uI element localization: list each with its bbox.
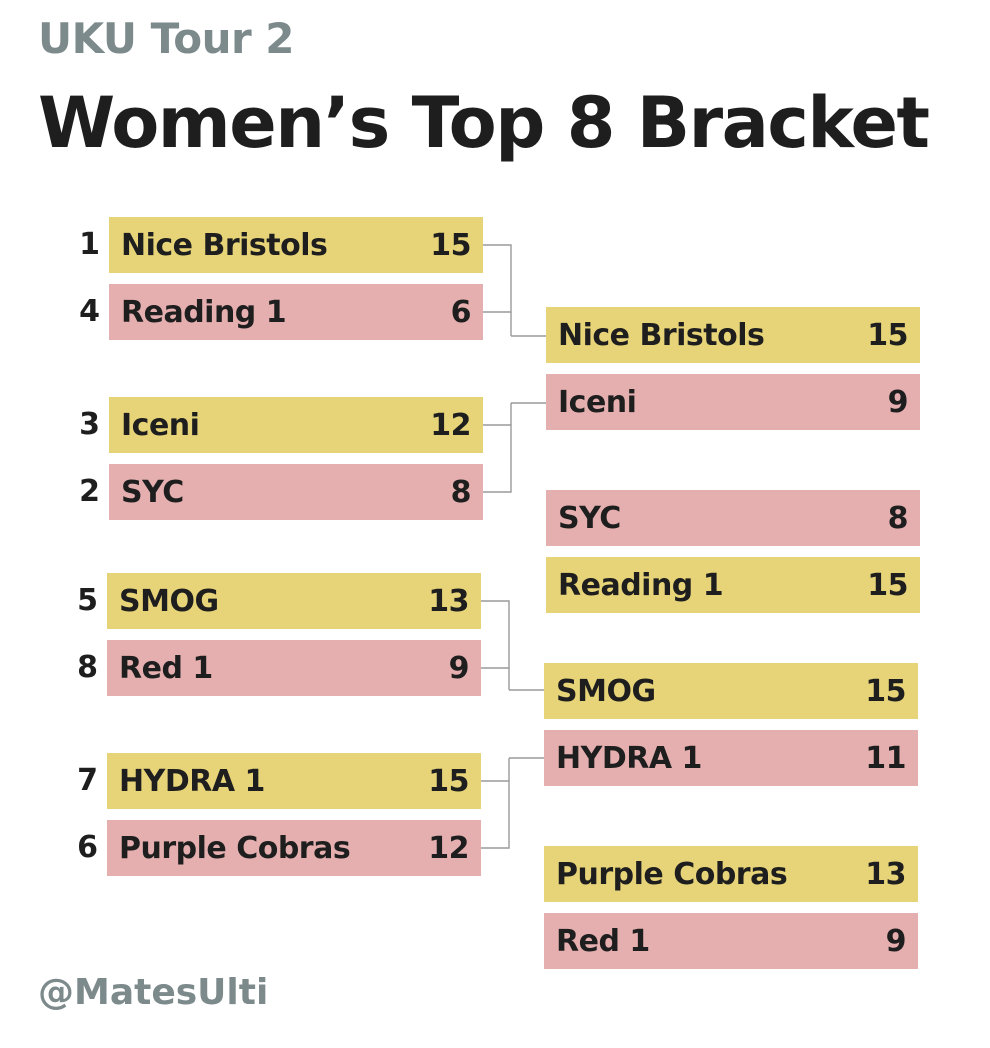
- team-score: 6: [450, 294, 472, 330]
- team-name: Iceni: [558, 384, 637, 420]
- team-score: 13: [865, 856, 906, 892]
- tournament-name: UKU Tour 2: [38, 14, 295, 63]
- team-score: 8: [450, 474, 472, 510]
- team-name: Iceni: [121, 407, 200, 443]
- team-name: SYC: [558, 500, 621, 536]
- team-name: HYDRA 1: [556, 740, 702, 776]
- team-score: 11: [865, 740, 906, 776]
- seed-number: 4: [79, 294, 100, 329]
- team-name: SYC: [121, 474, 184, 510]
- team-name: Red 1: [556, 923, 650, 959]
- sf-team-row: HYDRA 1 11: [544, 730, 918, 786]
- qf-team-row: HYDRA 1 15: [107, 753, 481, 809]
- team-name: SMOG: [119, 583, 219, 619]
- twitter-handle: @MatesUlti: [38, 972, 269, 1013]
- team-score: 13: [428, 583, 469, 619]
- connector-qf3: [481, 600, 510, 669]
- connector-qf2: [483, 424, 512, 493]
- team-score: 15: [865, 673, 906, 709]
- team-name: Nice Bristols: [121, 227, 328, 263]
- team-score: 12: [430, 407, 471, 443]
- team-name: Reading 1: [558, 567, 724, 603]
- placement-team-row: SYC 8: [546, 490, 920, 546]
- team-score: 15: [867, 317, 908, 353]
- qf-team-row: SMOG 13: [107, 573, 481, 629]
- connector-qf4: [481, 780, 510, 849]
- placement-team-row: Reading 1 15: [546, 557, 920, 613]
- team-score: 8: [887, 500, 909, 536]
- placement-team-row: Purple Cobras 13: [544, 846, 918, 902]
- qf-team-row: Iceni 12: [109, 397, 483, 453]
- qf-team-row: Nice Bristols 15: [109, 217, 483, 273]
- seed-number: 3: [79, 407, 100, 442]
- seed-number: 8: [77, 650, 98, 685]
- team-score: 9: [448, 650, 470, 686]
- team-score: 15: [428, 763, 469, 799]
- qf-team-row: SYC 8: [109, 464, 483, 520]
- qf-team-row: Purple Cobras 12: [107, 820, 481, 876]
- sf-team-row: Iceni 9: [546, 374, 920, 430]
- team-score: 15: [867, 567, 908, 603]
- team-name: Purple Cobras: [119, 830, 351, 866]
- seed-number: 1: [79, 227, 100, 262]
- qf-team-row: Reading 1 6: [109, 284, 483, 340]
- team-name: Nice Bristols: [558, 317, 765, 353]
- team-score: 9: [885, 923, 907, 959]
- sf-team-row: Nice Bristols 15: [546, 307, 920, 363]
- team-score: 9: [887, 384, 909, 420]
- seed-number: 5: [77, 583, 98, 618]
- team-name: HYDRA 1: [119, 763, 265, 799]
- team-score: 15: [430, 227, 471, 263]
- seed-number: 7: [77, 763, 98, 798]
- team-name: SMOG: [556, 673, 656, 709]
- seed-number: 6: [77, 830, 98, 865]
- seed-number: 2: [79, 474, 100, 509]
- connector-qf1: [483, 244, 512, 313]
- team-name: Purple Cobras: [556, 856, 788, 892]
- team-score: 12: [428, 830, 469, 866]
- team-name: Red 1: [119, 650, 213, 686]
- placement-team-row: Red 1 9: [544, 913, 918, 969]
- page-title: Women’s Top 8 Bracket: [38, 82, 930, 164]
- team-name: Reading 1: [121, 294, 287, 330]
- qf-team-row: Red 1 9: [107, 640, 481, 696]
- sf-team-row: SMOG 15: [544, 663, 918, 719]
